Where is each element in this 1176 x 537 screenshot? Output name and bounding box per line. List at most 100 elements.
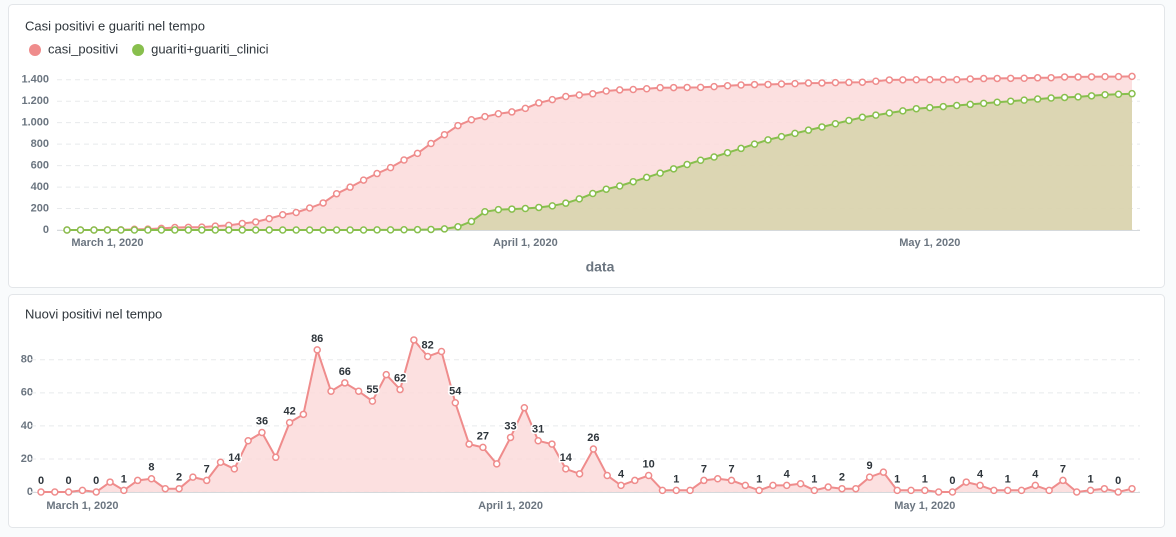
point [244, 437, 252, 445]
point [1060, 93, 1069, 102]
point [769, 481, 777, 490]
point [1100, 484, 1109, 493]
point [589, 189, 597, 198]
data-label: 55 [366, 384, 378, 396]
point [962, 478, 971, 486]
point [548, 440, 556, 448]
point [858, 113, 867, 122]
chart-title: Casi positivi e guariti nel tempo [25, 18, 205, 33]
area [41, 340, 1132, 492]
point [117, 226, 125, 234]
data-label: 31 [532, 424, 544, 436]
point [175, 484, 183, 493]
data-label: 0 [1115, 475, 1121, 487]
data-label: 36 [256, 415, 268, 427]
point [631, 476, 639, 485]
point [831, 119, 840, 128]
data-label: 1 [1088, 473, 1094, 485]
point [1047, 73, 1055, 82]
point [782, 481, 791, 490]
point [423, 352, 432, 361]
point [990, 486, 998, 495]
point [939, 102, 948, 111]
point [481, 112, 489, 121]
point [373, 226, 381, 234]
x-tick-label: May 1, 2020 [899, 237, 960, 249]
y-tick-label: 0 [43, 224, 49, 236]
x-tick-label: March 1, 2020 [71, 237, 143, 249]
data-label: 2 [176, 472, 182, 484]
point [710, 82, 718, 91]
point [292, 226, 300, 234]
point [810, 486, 819, 495]
point [413, 225, 422, 234]
point [899, 76, 907, 84]
point [319, 226, 327, 234]
data-label: 26 [587, 432, 599, 444]
point [400, 226, 408, 234]
point [629, 85, 637, 94]
data-label: 10 [643, 458, 655, 470]
point [1101, 72, 1109, 81]
point [216, 458, 225, 467]
point [161, 484, 170, 493]
point [1047, 94, 1055, 102]
point [51, 488, 59, 496]
point [120, 486, 128, 495]
point [1017, 486, 1026, 495]
point [368, 397, 377, 405]
point [723, 81, 732, 90]
point [912, 104, 921, 113]
point [258, 428, 266, 437]
data-label: 1 [894, 473, 900, 485]
point [741, 481, 750, 490]
point [548, 202, 557, 210]
point [791, 79, 799, 88]
point [437, 347, 446, 356]
data-label: 4 [784, 468, 791, 480]
y-tick-label: 200 [31, 202, 49, 214]
data-label: 1 [121, 473, 127, 485]
point [1114, 72, 1123, 81]
point [1060, 73, 1069, 81]
point [299, 410, 308, 419]
data-label: 7 [204, 463, 210, 475]
point [157, 226, 166, 234]
point [413, 149, 422, 158]
point [359, 226, 368, 234]
point [952, 75, 961, 84]
x-tick-label: May 1, 2020 [894, 500, 955, 512]
data-label: 9 [867, 460, 873, 472]
point [603, 471, 611, 480]
y-tick-label: 60 [21, 387, 33, 399]
point [562, 465, 570, 473]
point [700, 476, 708, 485]
point [1114, 90, 1123, 98]
data-label: 8 [148, 462, 154, 474]
point [332, 189, 341, 198]
point [575, 91, 584, 99]
point [202, 476, 211, 485]
point [144, 226, 152, 234]
data-label: 1 [1005, 473, 1011, 485]
point [1031, 481, 1040, 490]
point [1020, 96, 1028, 104]
point [535, 203, 543, 212]
point [656, 169, 664, 177]
data-label: 0 [93, 475, 99, 487]
point [410, 336, 418, 344]
data-label: 42 [283, 405, 295, 417]
legend-dot [132, 44, 145, 56]
point [764, 136, 772, 144]
point [885, 109, 894, 117]
point [106, 478, 114, 486]
point [562, 92, 570, 101]
point [1087, 92, 1096, 100]
y-tick-label: 1.000 [21, 117, 49, 129]
point [683, 83, 691, 92]
point [615, 182, 624, 190]
point [346, 226, 354, 234]
point [750, 140, 759, 148]
point [1101, 91, 1109, 99]
